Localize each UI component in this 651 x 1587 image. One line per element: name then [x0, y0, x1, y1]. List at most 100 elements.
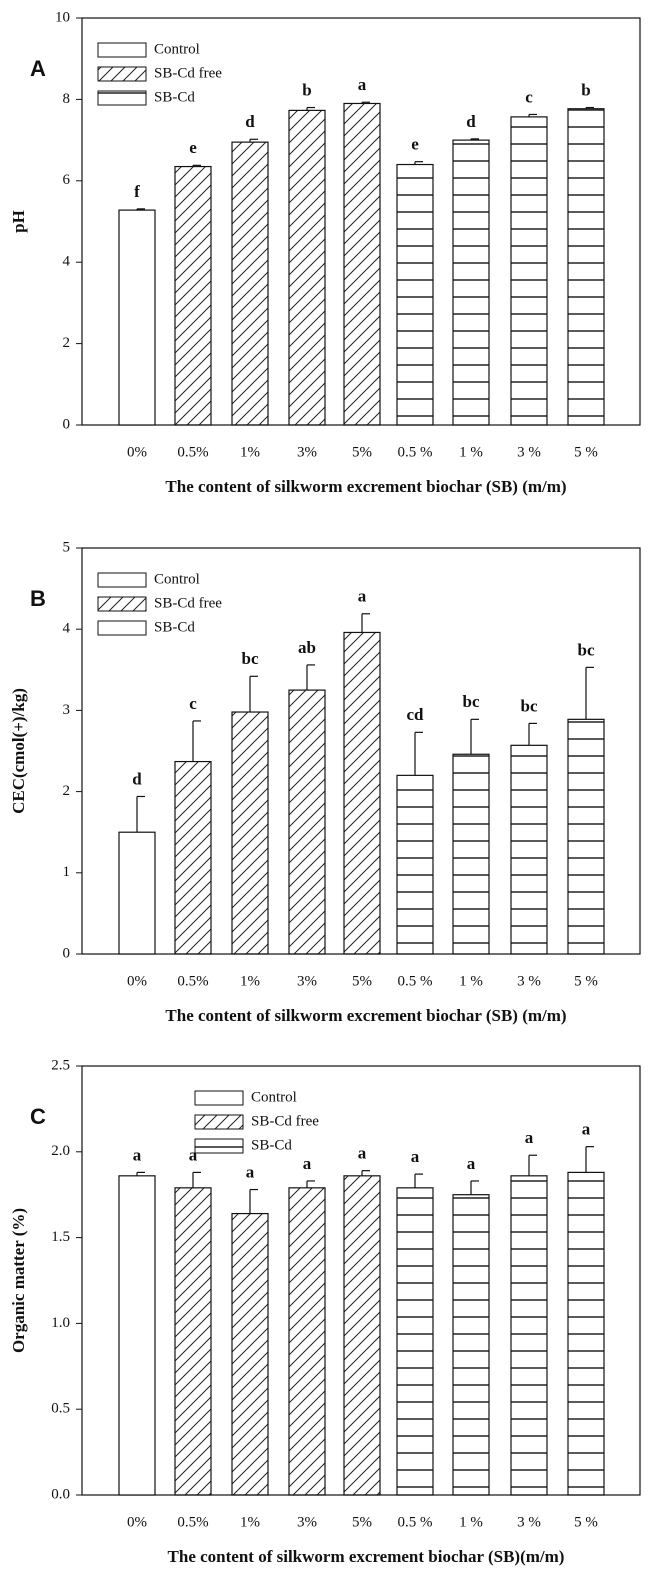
bar: [567, 1171, 605, 1496]
panel-letter: A: [30, 56, 46, 81]
significance-letter: a: [358, 587, 367, 606]
significance-letter: f: [134, 182, 140, 201]
bar: [174, 760, 212, 955]
x-tick-label: 1%: [240, 444, 260, 460]
y-tick-label: 2: [63, 335, 71, 351]
legend-label: SB-Cd: [154, 619, 195, 635]
legend-label: Control: [154, 571, 200, 587]
y-axis-label: CEC(cmol(+)/kg): [9, 688, 28, 814]
bar: [510, 744, 548, 955]
bar: [118, 1175, 156, 1496]
significance-letter: bc: [242, 649, 259, 668]
significance-letter: e: [411, 135, 419, 154]
legend-swatch: [194, 1090, 244, 1106]
legend-label: SB-Cd free: [251, 1113, 319, 1129]
bar: [288, 1187, 326, 1496]
y-tick-label: 4: [63, 621, 71, 637]
x-tick-label: 1%: [240, 973, 260, 989]
significance-letter: e: [189, 138, 197, 157]
significance-letter: a: [358, 75, 367, 94]
legend-label: SB-Cd free: [154, 595, 222, 611]
y-tick-label: 1: [63, 864, 71, 880]
x-tick-label: 0.5 %: [398, 444, 433, 460]
y-tick-label: 2: [63, 783, 71, 799]
x-tick-label: 0%: [127, 444, 147, 460]
y-tick-label: 0.0: [51, 1486, 70, 1502]
x-tick-label: 0.5%: [177, 973, 208, 989]
x-tick-label: 1 %: [459, 1514, 483, 1530]
x-axis-label: The content of silkworm excrement biocha…: [168, 1547, 565, 1566]
y-tick-label: 1.0: [51, 1315, 70, 1331]
significance-letter: d: [245, 112, 255, 131]
y-tick-label: 2.5: [51, 1057, 70, 1073]
x-tick-label: 0%: [127, 973, 147, 989]
significance-letter: a: [189, 1145, 198, 1164]
bar: [118, 831, 156, 955]
bar: [567, 108, 605, 426]
significance-letter: a: [525, 1128, 534, 1147]
legend-label: Control: [251, 1089, 297, 1105]
x-tick-label: 0.5%: [177, 1514, 208, 1530]
y-axis-label: Organic matter (%): [9, 1208, 28, 1353]
significance-letter: a: [133, 1145, 142, 1164]
legend-swatch: [97, 42, 147, 58]
x-axis-label: The content of silkworm excrement biocha…: [165, 1006, 566, 1025]
legend-swatch: [97, 620, 147, 636]
bar: [396, 163, 434, 426]
legend-label: SB-Cd: [154, 89, 195, 105]
bar: [288, 109, 326, 426]
y-tick-label: 0.5: [51, 1401, 70, 1417]
panel-letter: C: [30, 1104, 46, 1129]
x-tick-label: 3 %: [517, 973, 541, 989]
bar: [567, 718, 605, 955]
legend-swatch: [97, 596, 147, 612]
x-tick-label: 5%: [352, 444, 372, 460]
y-axis-label: pH: [9, 210, 28, 233]
x-tick-label: 0%: [127, 1514, 147, 1530]
significance-letter: bc: [463, 692, 480, 711]
y-tick-label: 4: [63, 254, 71, 270]
x-tick-label: 5 %: [574, 444, 598, 460]
x-tick-label: 1 %: [459, 444, 483, 460]
legend-label: SB-Cd: [251, 1137, 292, 1153]
y-tick-label: 8: [63, 91, 71, 107]
x-tick-label: 3 %: [517, 444, 541, 460]
bar: [231, 141, 269, 426]
significance-letter: a: [303, 1154, 312, 1173]
x-tick-label: 5%: [352, 1514, 372, 1530]
x-tick-label: 1%: [240, 1514, 260, 1530]
x-tick-label: 5%: [352, 973, 372, 989]
panel-letter: B: [30, 586, 46, 611]
significance-letter: bc: [521, 696, 538, 715]
legend-label: SB-Cd free: [154, 65, 222, 81]
significance-letter: a: [467, 1154, 476, 1173]
x-tick-label: 1 %: [459, 973, 483, 989]
x-tick-label: 3%: [297, 973, 317, 989]
legend-swatch: [194, 1114, 244, 1130]
y-tick-label: 10: [55, 9, 70, 25]
legend-swatch: [97, 90, 147, 106]
legend-swatch: [194, 1138, 244, 1154]
bar: [288, 689, 326, 955]
bar: [343, 631, 381, 955]
significance-letter: a: [582, 1120, 591, 1139]
x-tick-label: 5 %: [574, 1514, 598, 1530]
y-tick-label: 5: [63, 539, 71, 555]
significance-letter: d: [132, 769, 142, 788]
x-tick-label: 3%: [297, 444, 317, 460]
x-tick-label: 0.5%: [177, 444, 208, 460]
significance-letter: a: [246, 1162, 255, 1181]
significance-letter: b: [581, 80, 590, 99]
bar: [231, 1212, 269, 1496]
legend-swatch: [97, 66, 147, 82]
y-tick-label: 0: [63, 416, 71, 432]
x-tick-label: 0.5 %: [398, 1514, 433, 1530]
legend-label: Control: [154, 41, 200, 57]
x-tick-label: 5 %: [574, 973, 598, 989]
y-tick-label: 0: [63, 945, 71, 961]
x-axis-label: The content of silkworm excrement biocha…: [165, 477, 566, 496]
bar: [510, 1175, 548, 1496]
legend-swatch: [97, 572, 147, 588]
significance-letter: a: [358, 1144, 367, 1163]
